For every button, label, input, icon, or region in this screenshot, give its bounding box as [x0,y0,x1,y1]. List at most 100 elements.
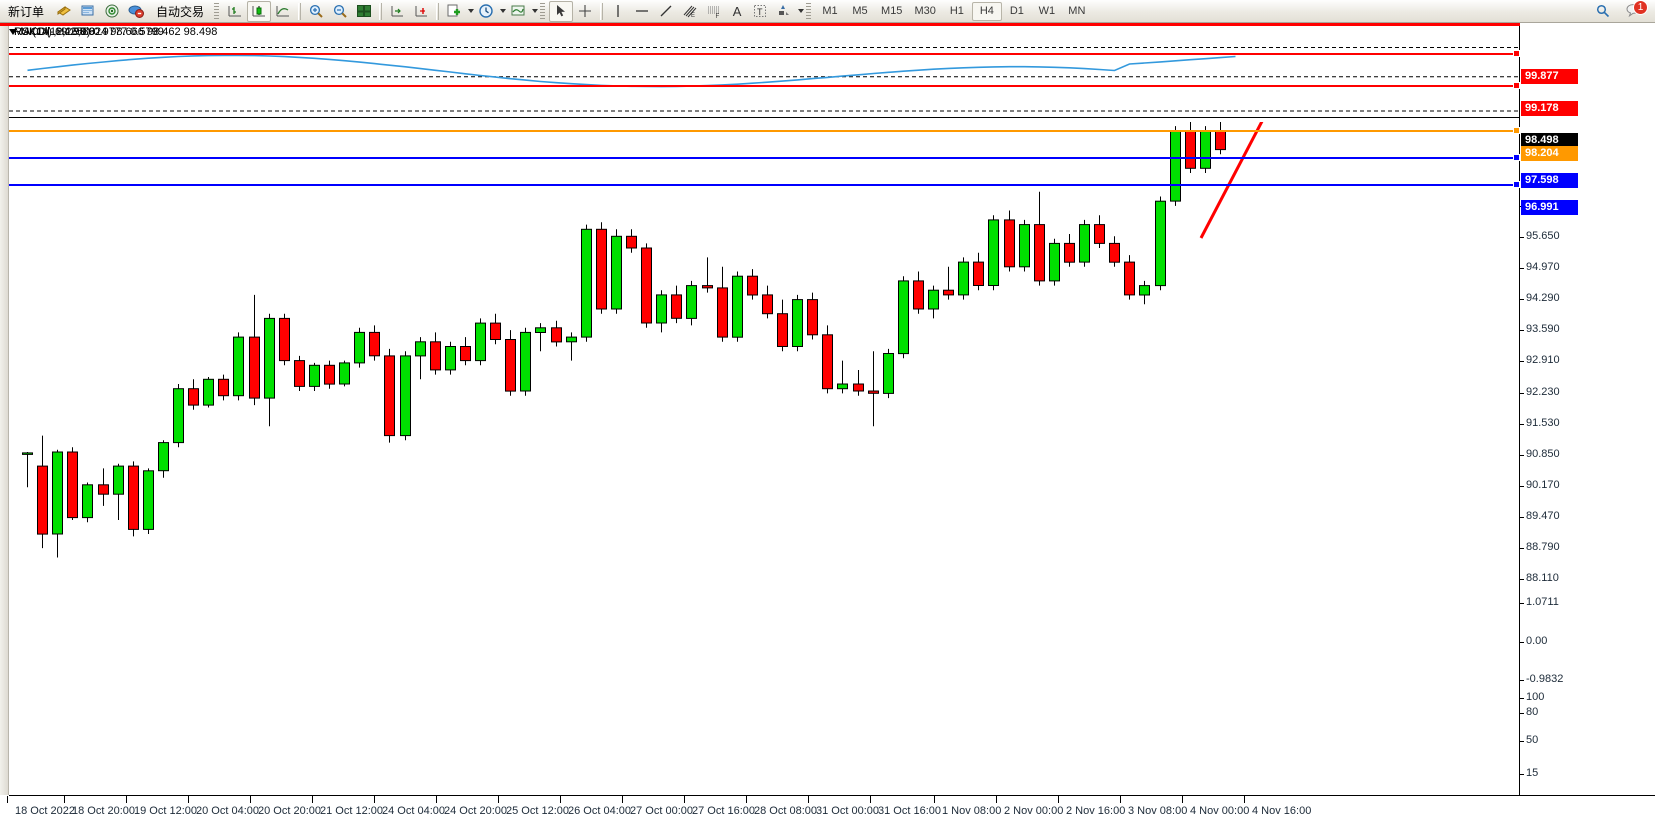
price-level-handle[interactable] [1513,127,1520,134]
symbol-header[interactable]: UKOil-,H4 98.624 98.666 98.462 98.498 [9,26,217,38]
time-axis-label: 26 Oct 04:00 [568,805,631,817]
time-axis-tick [934,796,935,803]
fibonacci-icon[interactable]: F [702,1,726,22]
tile-windows-icon[interactable] [352,1,376,22]
toolbar-separator [600,2,604,20]
crosshair-icon[interactable] [573,1,597,22]
time-axis-tick [870,796,871,803]
price-level-line[interactable] [9,184,1520,186]
zoom-in-icon[interactable] [304,1,328,22]
bar-chart-icon[interactable] [223,1,247,22]
new-chart-dropdown-icon[interactable] [468,9,475,13]
candlestick-chart-icon[interactable] [247,0,272,22]
price-tick-label: 90.850 [1526,448,1560,460]
time-axis-label: 1 Nov 08:00 [942,805,1002,817]
price-level-tag[interactable]: 96.991 [1521,200,1578,215]
time-axis-tick [808,796,809,803]
price-level-line[interactable] [9,53,1520,55]
horizontal-line-icon[interactable] [630,1,654,22]
price-level-tag[interactable]: 97.598 [1521,173,1578,188]
time-axis-label: 2 Nov 00:00 [1004,805,1064,817]
price-level-handle[interactable] [1513,154,1520,161]
time-axis-label: 24 Oct 04:00 [382,805,445,817]
price-level-tag[interactable]: 99.877 [1521,69,1578,84]
price-level-handle[interactable] [1513,82,1520,89]
period-icon[interactable] [474,1,498,22]
axis-tickmark [1520,774,1524,775]
text-label-icon[interactable]: T [748,1,772,22]
axis-tickmark [1520,268,1524,269]
period-dropdown-icon[interactable] [500,9,507,13]
line-chart-icon[interactable] [271,1,295,22]
toolbar-grip[interactable] [214,2,220,20]
rsi-panel[interactable]: RSI(14) 69.2589 [9,23,1520,122]
time-axis-tick [1244,796,1245,803]
autotrading-label: 自动交易 [156,4,205,19]
notification-count: 1 [1633,0,1648,15]
price-level-line[interactable] [9,85,1520,87]
templates-icon[interactable] [506,1,530,22]
navigator-icon[interactable] [100,1,124,22]
price-level-handle[interactable] [1513,50,1520,57]
chart-shift-icon[interactable] [385,1,409,22]
market-watch-icon[interactable] [52,1,76,22]
timeframe-h1[interactable]: H1 [949,5,964,17]
cursor-icon[interactable] [549,0,574,22]
time-axis-label: 20 Oct 20:00 [258,805,321,817]
trendline-icon[interactable] [654,1,678,22]
axis-tickmark [1520,299,1524,300]
rsi-axis: 100 80 50 15 [1520,691,1655,795]
zoom-out-icon[interactable] [328,1,352,22]
time-axis-label: 2 Nov 16:00 [1066,805,1126,817]
price-level-line[interactable] [9,157,1520,159]
toolbar-grip-2[interactable] [540,2,546,20]
axis-tickmark [1520,579,1524,580]
text-icon[interactable]: A [732,3,742,19]
axis-tickmark [1520,393,1524,394]
autotrading-button[interactable]: 自动交易 [148,1,212,22]
axis-tickmark [1520,603,1524,604]
price-level-tag[interactable]: 98.204 [1521,146,1578,161]
timeframe-m15[interactable]: M15 [881,5,903,17]
timeframe-m1[interactable]: M1 [822,5,838,17]
timeframe-m30[interactable]: M30 [914,5,936,17]
time-axis-tick [374,796,375,803]
timeframe-mn[interactable]: MN [1068,5,1086,17]
templates-dropdown-icon[interactable] [532,9,539,13]
time-axis-label: 27 Oct 16:00 [692,805,755,817]
auto-scroll-icon[interactable] [409,1,433,22]
equidistant-channel-icon[interactable]: E [678,1,702,22]
price-tick-label: 91.530 [1526,417,1560,429]
search-icon[interactable] [1591,1,1615,22]
timeframe-h4[interactable]: H4 [971,1,1002,21]
vertical-line-icon[interactable] [606,1,630,22]
rsi-tick-label: 100 [1526,691,1545,703]
chart-menu-icon[interactable] [9,29,17,35]
toolbar-grip-3[interactable] [806,2,812,20]
shapes-icon[interactable] [772,1,796,22]
price-tick-label: 88.790 [1526,541,1560,553]
timeframe-m5[interactable]: M5 [852,5,868,17]
resistance-line-top[interactable] [0,23,1520,26]
time-axis-tick [996,796,997,803]
chart-scroll-column[interactable] [0,23,9,795]
timeframe-w1[interactable]: W1 [1038,5,1056,17]
price-level-handle[interactable] [1513,181,1520,188]
time-axis[interactable]: 18 Oct 2022 18 Oct 20:00 19 Oct 12:00 20 Oc… [7,795,1655,823]
new-chart-icon[interactable] [442,1,466,22]
price-level-line[interactable] [9,117,1520,118]
svg-text:F: F [716,14,720,19]
shapes-dropdown-icon[interactable] [798,9,805,13]
data-window-icon[interactable] [76,1,100,22]
timeframe-d1[interactable]: D1 [1009,5,1024,17]
time-axis-tick [560,796,561,803]
notifications-icon[interactable]: 1 [1625,0,1648,20]
price-level-tag[interactable]: 99.178 [1521,101,1578,116]
autotrading-icon[interactable] [124,1,148,22]
price-level-tag[interactable]: 98.498 [1521,133,1578,148]
price-level-line[interactable] [9,130,1520,132]
chart-window: UKOil-,H4 98.624 98.666 98.462 98.498 MA… [0,23,1655,823]
axis-tickmark [1520,486,1524,487]
axis-tickmark [1520,642,1524,643]
new-order-button[interactable]: 新订单 [0,1,52,22]
